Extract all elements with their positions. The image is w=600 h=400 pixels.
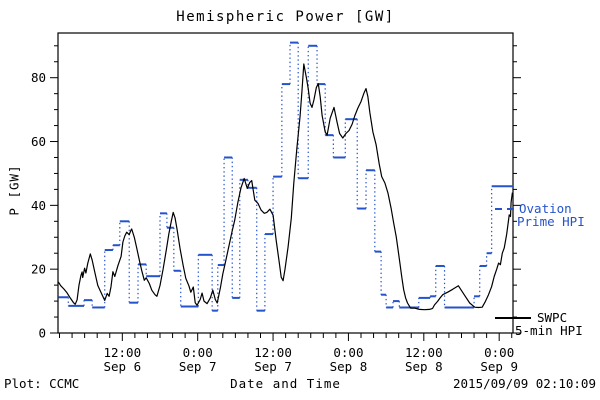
plot-timestamp: 2015/09/09 02:10:09 <box>453 376 596 391</box>
x-tick-time-label: 12:00 <box>103 345 141 360</box>
x-tick-time-label: 0:00 <box>484 345 514 360</box>
x-tick-date-label: Sep 6 <box>103 359 141 374</box>
legend-ovation-line2: Prime HPI <box>517 214 585 229</box>
legend-swpc-line2: 5-min HPI <box>515 323 583 338</box>
x-tick-date-label: Sep 9 <box>480 359 518 374</box>
x-tick-time-label: 0:00 <box>333 345 363 360</box>
y-tick-label: 20 <box>31 262 46 277</box>
x-tick-date-label: Sep 8 <box>405 359 443 374</box>
y-tick-label: 40 <box>31 198 46 213</box>
y-tick-label: 0 <box>38 326 46 341</box>
legend-ovation-line1: Ovation <box>519 201 572 216</box>
chart-title: Hemispheric Power [GW] <box>176 9 395 25</box>
x-tick-time-label: 12:00 <box>405 345 443 360</box>
legend-swpc-line1: SWPC <box>537 310 568 325</box>
x-axis-label: Date and Time <box>230 376 341 391</box>
x-tick-time-label: 0:00 <box>183 345 213 360</box>
ovation-dash-sample-icon <box>495 207 502 210</box>
x-tick-date-label: Sep 8 <box>330 359 368 374</box>
ovation-dash-sample-icon <box>507 207 514 210</box>
legend-swpc-5min-hpi: SWPC 5-min HPI <box>495 311 595 337</box>
swpc-line-sample-icon <box>495 316 531 319</box>
y-tick-label: 60 <box>31 134 46 149</box>
plot-credit: Plot: CCMC <box>4 376 80 391</box>
legend-ovation-prime-hpi: Ovation Prime HPI <box>495 202 595 228</box>
y-tick-label: 80 <box>31 70 46 85</box>
x-tick-time-label: 12:00 <box>254 345 292 360</box>
swpc-hpi-line <box>57 63 513 311</box>
x-tick-date-label: Sep 7 <box>254 359 292 374</box>
x-tick-date-label: Sep 7 <box>179 359 217 374</box>
